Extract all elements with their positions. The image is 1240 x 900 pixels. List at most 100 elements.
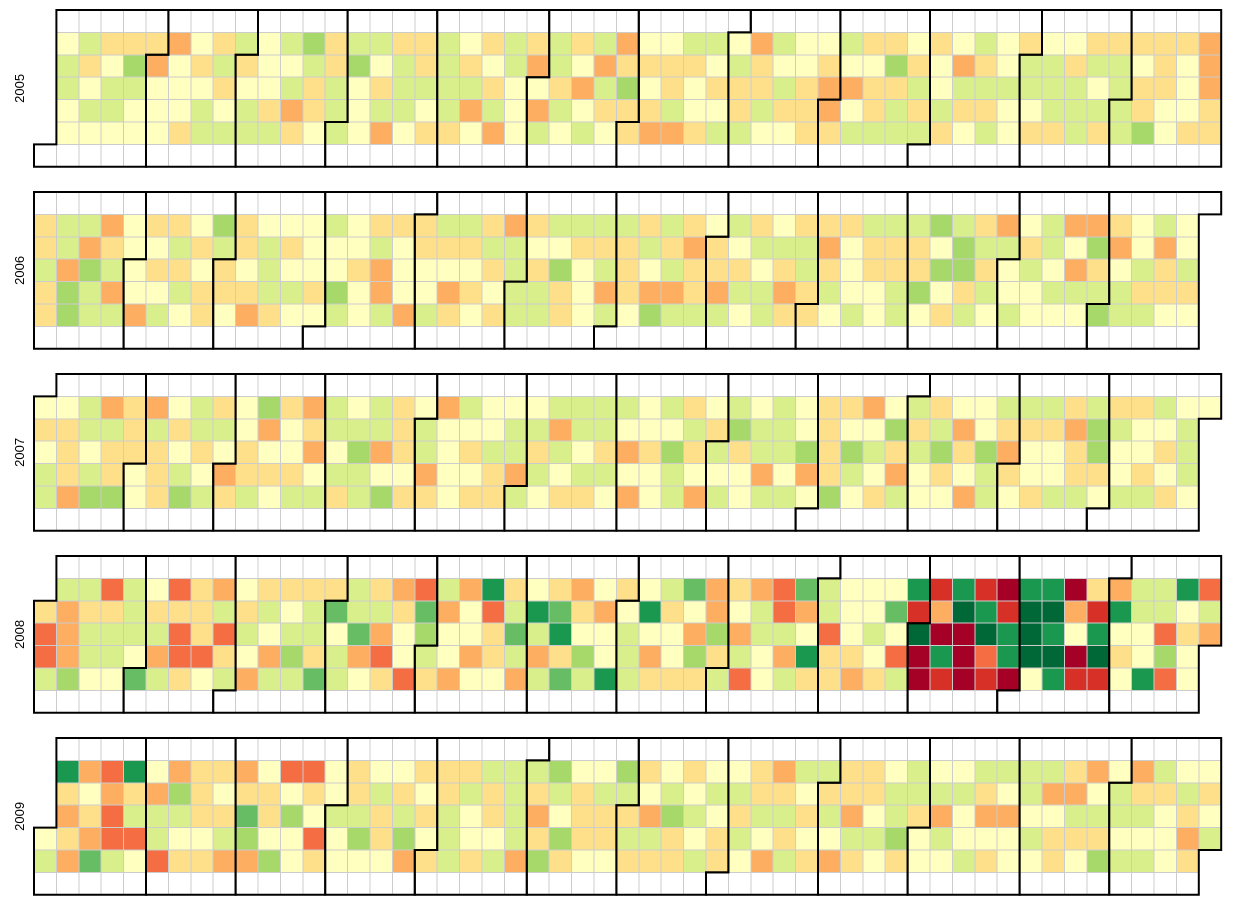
day-cell — [279, 143, 304, 168]
day-cell — [1131, 782, 1155, 806]
day-cell — [123, 236, 147, 260]
day-cell — [1086, 507, 1110, 532]
day-cell — [660, 373, 685, 397]
day-cell — [548, 281, 573, 305]
day-cell — [638, 827, 662, 851]
day-cell — [1041, 213, 1065, 238]
day-cell — [1175, 121, 1200, 145]
day-cell — [727, 236, 752, 260]
day-cell — [705, 9, 729, 33]
day-cell — [347, 440, 371, 465]
day-cell — [526, 463, 550, 487]
day-cell — [705, 622, 729, 647]
day-cell — [593, 871, 617, 896]
day-cell — [1175, 31, 1200, 56]
day-cell — [526, 9, 550, 33]
day-cell — [750, 667, 774, 691]
day-cell — [279, 463, 304, 487]
day-cell — [481, 600, 505, 624]
day-cell — [817, 485, 841, 509]
day-cell — [1063, 645, 1088, 669]
day-cell — [324, 54, 349, 78]
day-cell — [391, 76, 416, 101]
day-cell — [78, 418, 102, 442]
day-cell — [907, 213, 931, 238]
day-cell — [638, 485, 662, 509]
day-cell — [951, 667, 976, 691]
day-cell — [436, 485, 461, 509]
day-cell — [257, 849, 281, 873]
day-cell — [571, 871, 595, 896]
day-cell — [436, 54, 461, 78]
day-cell — [190, 622, 214, 647]
day-cell — [683, 281, 707, 305]
day-cell — [974, 782, 998, 806]
day-cell — [167, 440, 192, 465]
day-cell — [100, 213, 125, 238]
day-cell — [481, 507, 505, 532]
day-cell — [481, 689, 505, 714]
day-cell — [503, 759, 528, 784]
day-cell — [951, 303, 976, 327]
day-cell — [391, 440, 416, 465]
day-cell — [683, 236, 707, 260]
day-cell — [638, 667, 662, 691]
day-cell — [996, 555, 1021, 579]
day-cell — [481, 325, 505, 350]
day-cell — [1019, 645, 1043, 669]
day-cell — [1086, 737, 1110, 761]
day-cell — [369, 849, 393, 873]
day-cell — [929, 440, 953, 465]
day-cell — [929, 507, 953, 532]
day-cell — [1063, 849, 1088, 873]
day-cell — [705, 76, 729, 101]
day-cell — [795, 849, 819, 873]
day-cell — [302, 143, 326, 168]
day-cell — [884, 645, 909, 669]
day-cell — [750, 827, 774, 851]
day-cell — [1153, 600, 1177, 624]
day-cell — [1086, 622, 1110, 647]
day-cell — [615, 9, 640, 33]
day-cell — [1063, 191, 1088, 215]
day-cell — [929, 54, 953, 78]
day-cell — [1086, 463, 1110, 487]
day-cell — [951, 507, 976, 532]
day-cell — [615, 143, 640, 168]
day-cell — [167, 871, 192, 896]
day-cell — [526, 667, 550, 691]
day-cell — [481, 143, 505, 168]
day-cell — [279, 507, 304, 532]
year-2007: 2007 — [12, 373, 1223, 532]
day-cell — [929, 827, 953, 851]
day-cell — [100, 236, 125, 260]
day-cell — [503, 143, 528, 168]
day-cell — [503, 373, 528, 397]
day-cell — [145, 325, 169, 350]
day-cell — [1063, 99, 1088, 123]
day-cell — [996, 804, 1021, 829]
day-cell — [324, 258, 349, 283]
day-cell — [257, 303, 281, 327]
day-cell — [78, 645, 102, 669]
day-cell — [862, 689, 886, 714]
day-cell — [414, 395, 438, 420]
day-cell — [929, 325, 953, 350]
day-cell — [235, 373, 259, 397]
day-cell — [1153, 281, 1177, 305]
day-cell — [1108, 440, 1133, 465]
day-cell — [347, 737, 371, 761]
day-cell — [436, 507, 461, 532]
day-cell — [391, 418, 416, 442]
day-cell — [951, 373, 976, 397]
day-cell — [951, 143, 976, 168]
day-cell — [1131, 485, 1155, 509]
day-cell — [862, 463, 886, 487]
day-cell — [391, 827, 416, 851]
day-cell — [190, 555, 214, 579]
day-cell — [727, 577, 752, 602]
day-cell — [33, 236, 57, 260]
day-cell — [884, 759, 909, 784]
day-cell — [347, 485, 371, 509]
day-cell — [369, 143, 393, 168]
